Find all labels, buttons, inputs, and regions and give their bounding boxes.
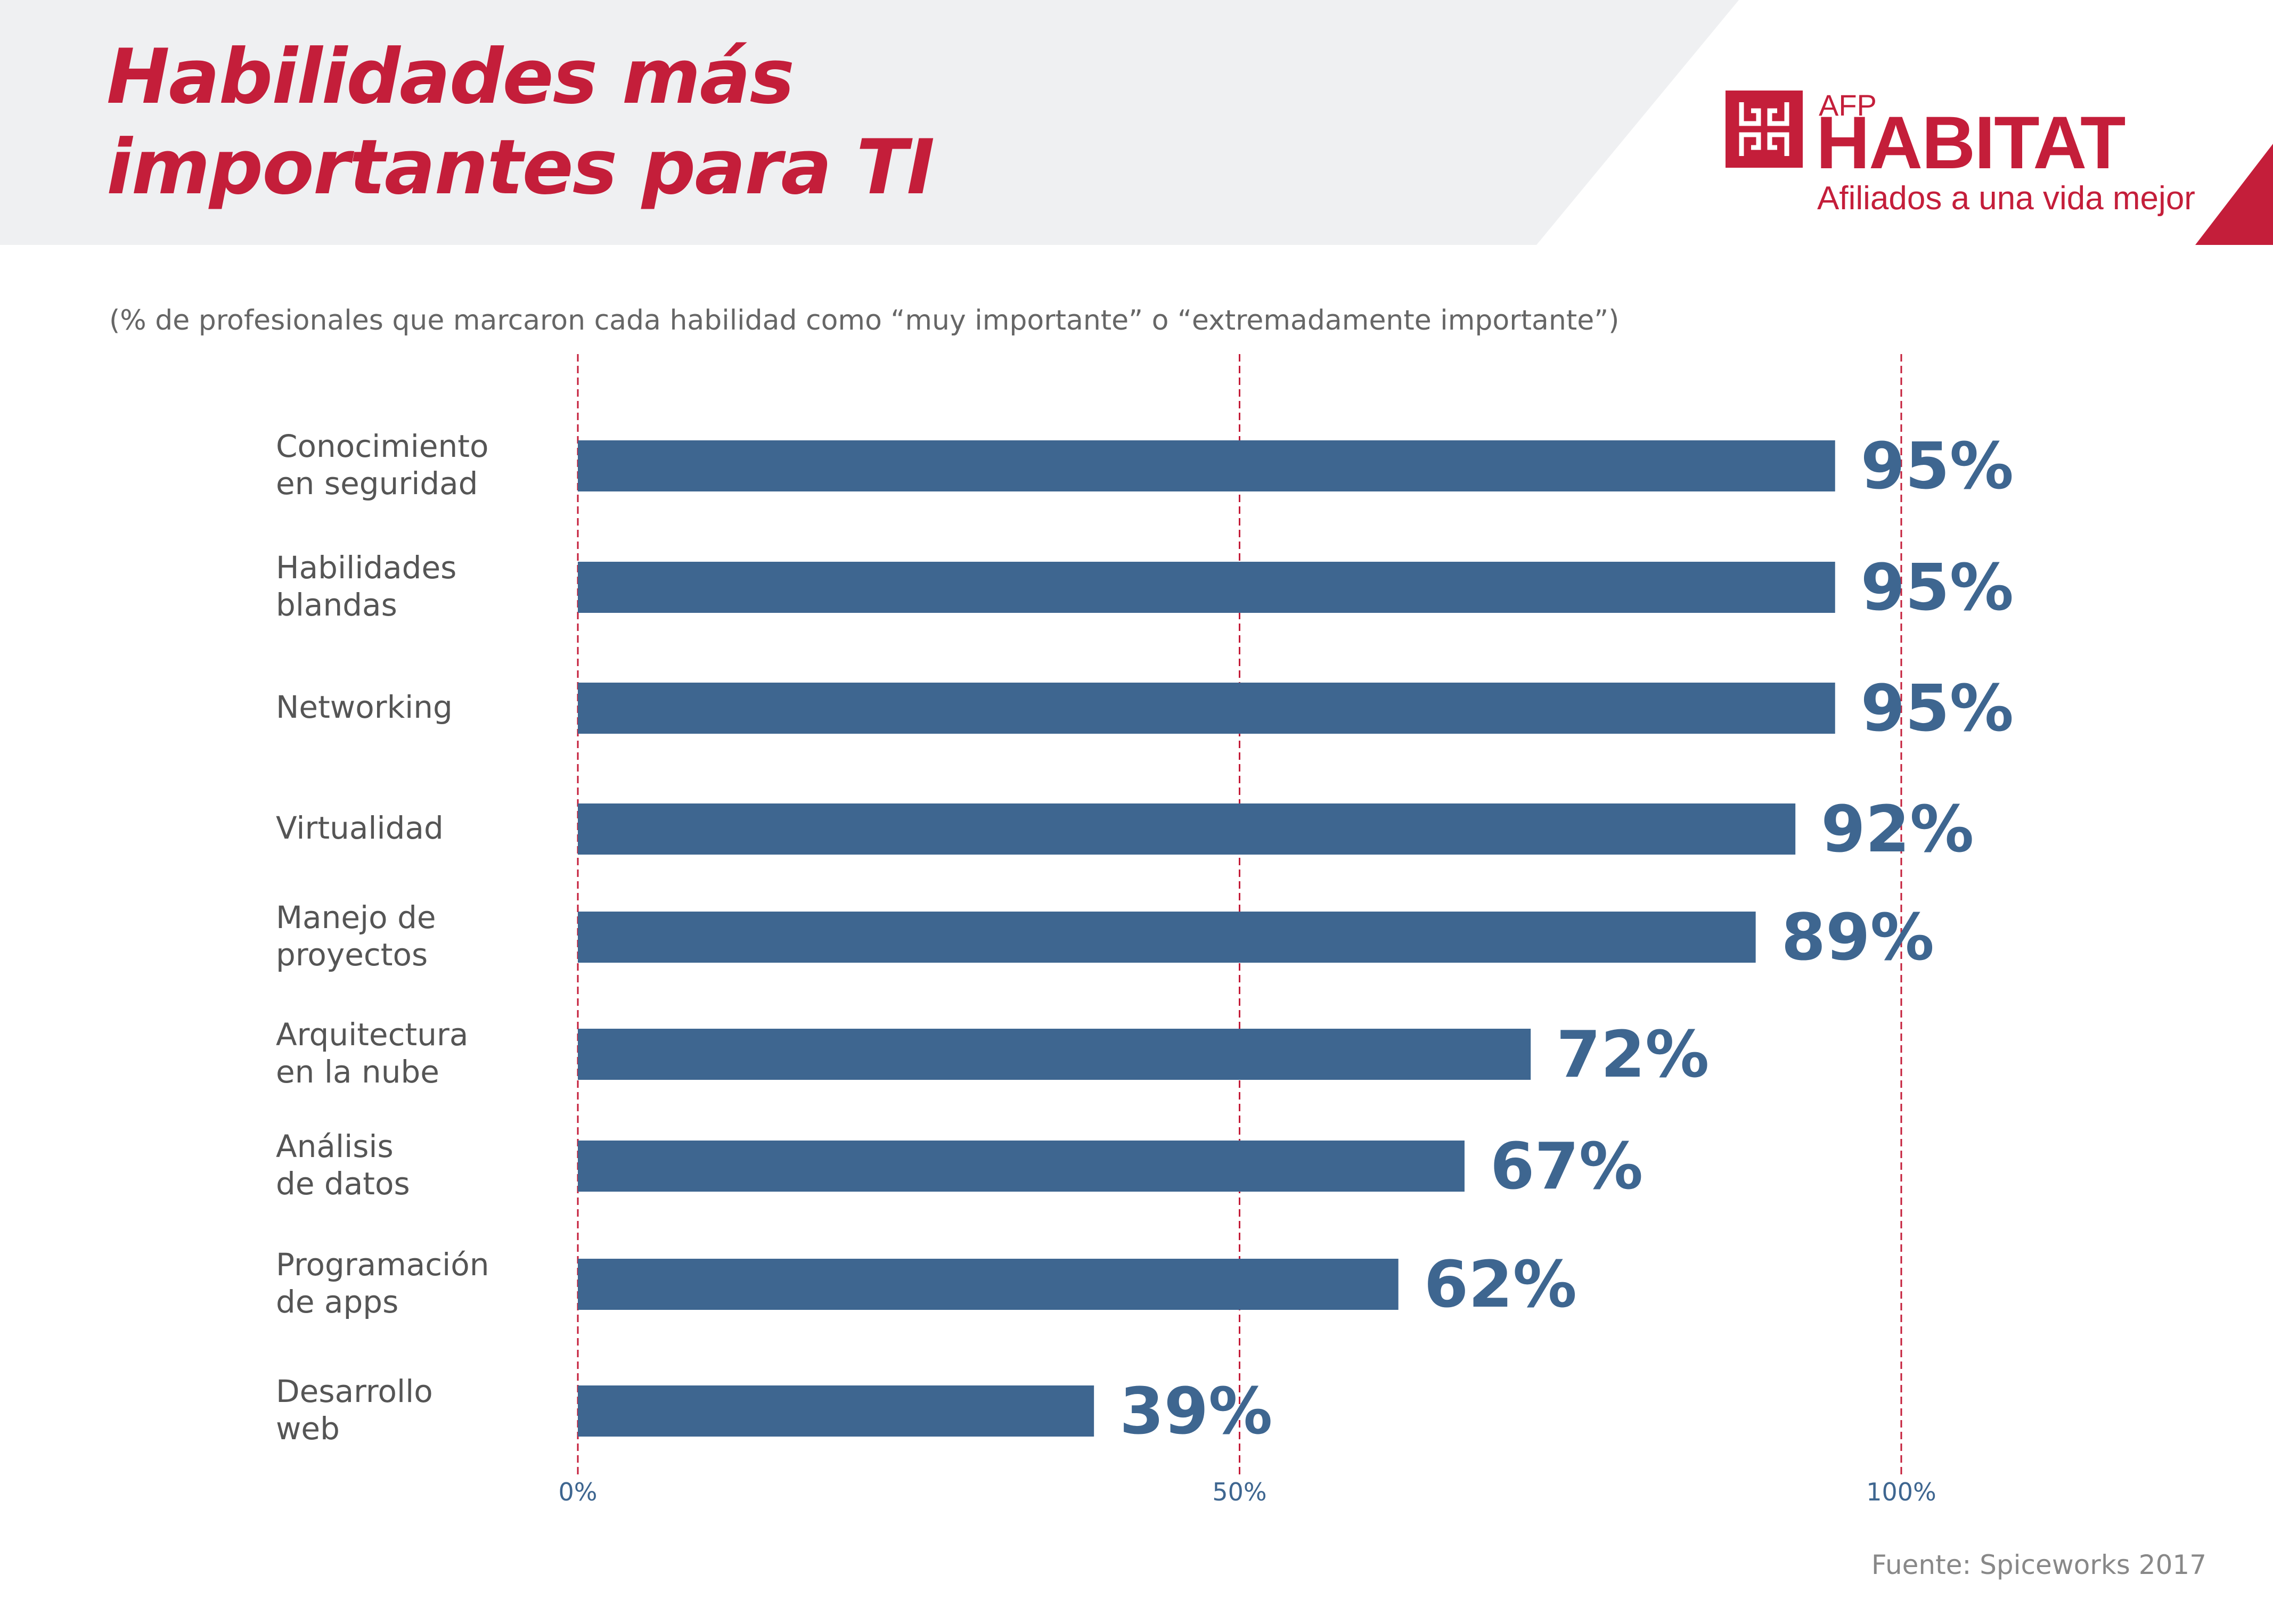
value-label: 95% <box>1861 672 2014 746</box>
source-note: Fuente: Spiceworks 2017 <box>1871 1549 2206 1580</box>
value-label: 67% <box>1490 1130 1643 1204</box>
bar <box>578 440 1835 491</box>
value-label: 92% <box>1821 793 1974 867</box>
bar <box>578 1259 1399 1310</box>
value-label: 95% <box>1861 551 2014 625</box>
bar <box>578 1385 1094 1437</box>
category-label: Conocimiento en seguridad <box>276 428 489 502</box>
corner-accent <box>2195 144 2273 245</box>
category-label: Desarrollo web <box>276 1373 433 1447</box>
bar <box>578 1029 1531 1080</box>
category-label: Networking <box>276 689 453 725</box>
category-label: Programación de apps <box>276 1246 489 1320</box>
category-label: Arquitectura en la nube <box>276 1016 468 1090</box>
title-line-1: Habilidades más <box>107 33 795 121</box>
x-tick-label: 0% <box>559 1478 598 1506</box>
bar <box>578 803 1796 855</box>
habitat-mark-icon <box>1726 91 1803 168</box>
logo-afp-text: AFP <box>1819 88 1877 122</box>
bar <box>578 1141 1465 1192</box>
value-label: 72% <box>1556 1018 1709 1092</box>
bar <box>578 683 1835 734</box>
logo-name-text: HABITAT <box>1816 101 2126 184</box>
value-label: 95% <box>1861 430 2014 504</box>
x-tick-label: 100% <box>1866 1478 1936 1506</box>
header-background <box>0 0 1739 245</box>
chart-subtitle: (% de profesionales que marcaron cada ha… <box>109 305 1620 337</box>
page-title: Habilidades más importantes para TI <box>107 32 935 213</box>
category-label: Análisis de datos <box>276 1128 410 1202</box>
afp-habitat-logo: AFP HABITAT Afiliados a una vida mejor <box>1726 88 2195 218</box>
value-label: 39% <box>1119 1375 1272 1449</box>
header-band <box>0 0 2273 245</box>
value-label: 89% <box>1781 901 1934 975</box>
logo-tagline: Afiliados a una vida mejor <box>1817 180 2195 217</box>
x-tick-label: 50% <box>1212 1478 1266 1506</box>
bar <box>578 912 1756 963</box>
value-label: 62% <box>1424 1248 1577 1322</box>
bar <box>578 562 1835 613</box>
category-label: Habilidades blandas <box>276 549 456 623</box>
category-label: Manejo de proyectos <box>276 899 436 973</box>
category-label: Virtualidad <box>276 810 444 846</box>
title-line-2: importantes para TI <box>107 124 935 211</box>
